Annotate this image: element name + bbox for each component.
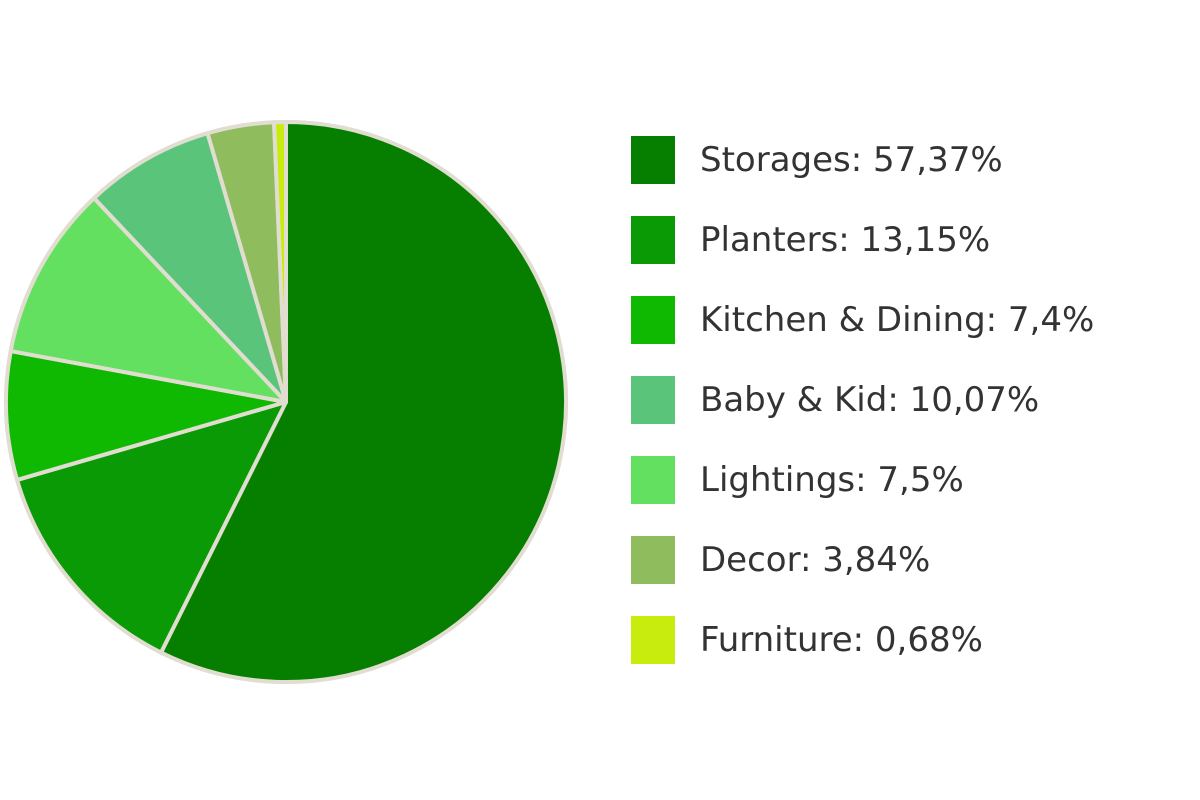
pie-slice-lightings[interactable] <box>92 131 288 404</box>
legend: Storages: 57,37% Planters: 13,15% Kitchen … <box>631 136 1094 664</box>
legend-swatch-decor <box>631 536 675 584</box>
pie-slice-planters[interactable] <box>15 400 288 655</box>
legend-swatch-baby-and-kid <box>631 376 675 424</box>
legend-label-lightings: Lightings: 7,5% <box>700 460 964 500</box>
legend-item-lightings: Lightings: 7,5% <box>631 456 964 504</box>
legend-label-storages: Storages: 57,37% <box>700 140 1003 180</box>
pie-slices <box>4 119 568 684</box>
legend-swatch-planters <box>631 216 675 264</box>
pie-slice-kitchen-and-dining[interactable] <box>4 349 288 482</box>
legend-item-furniture: Furniture: 0,68% <box>631 616 983 664</box>
legend-item-planters: Planters: 13,15% <box>631 216 990 264</box>
legend-item-decor: Decor: 3,84% <box>631 536 930 584</box>
legend-item-baby-and-kid: Baby & Kid: 10,07% <box>631 376 1039 424</box>
legend-swatch-furniture <box>631 616 675 664</box>
legend-item-storages: Storages: 57,37% <box>631 136 1003 184</box>
legend-swatch-storages <box>631 136 675 184</box>
legend-label-furniture: Furniture: 0,68% <box>700 620 983 660</box>
pie-slice-baby-and-kid[interactable] <box>8 196 288 404</box>
legend-swatch-kitchen-and-dining <box>631 296 675 344</box>
pie-slice-storages[interactable] <box>159 120 568 684</box>
legend-label-decor: Decor: 3,84% <box>700 540 930 580</box>
legend-label-kitchen-and-dining: Kitchen & Dining: 7,4% <box>700 300 1094 340</box>
legend-label-baby-and-kid: Baby & Kid: 10,07% <box>700 380 1039 420</box>
legend-item-kitchen-and-dining: Kitchen & Dining: 7,4% <box>631 296 1094 344</box>
pie-slice-furniture[interactable] <box>272 119 288 404</box>
legend-label-planters: Planters: 13,15% <box>700 220 990 260</box>
legend-swatch-lightings <box>631 456 675 504</box>
